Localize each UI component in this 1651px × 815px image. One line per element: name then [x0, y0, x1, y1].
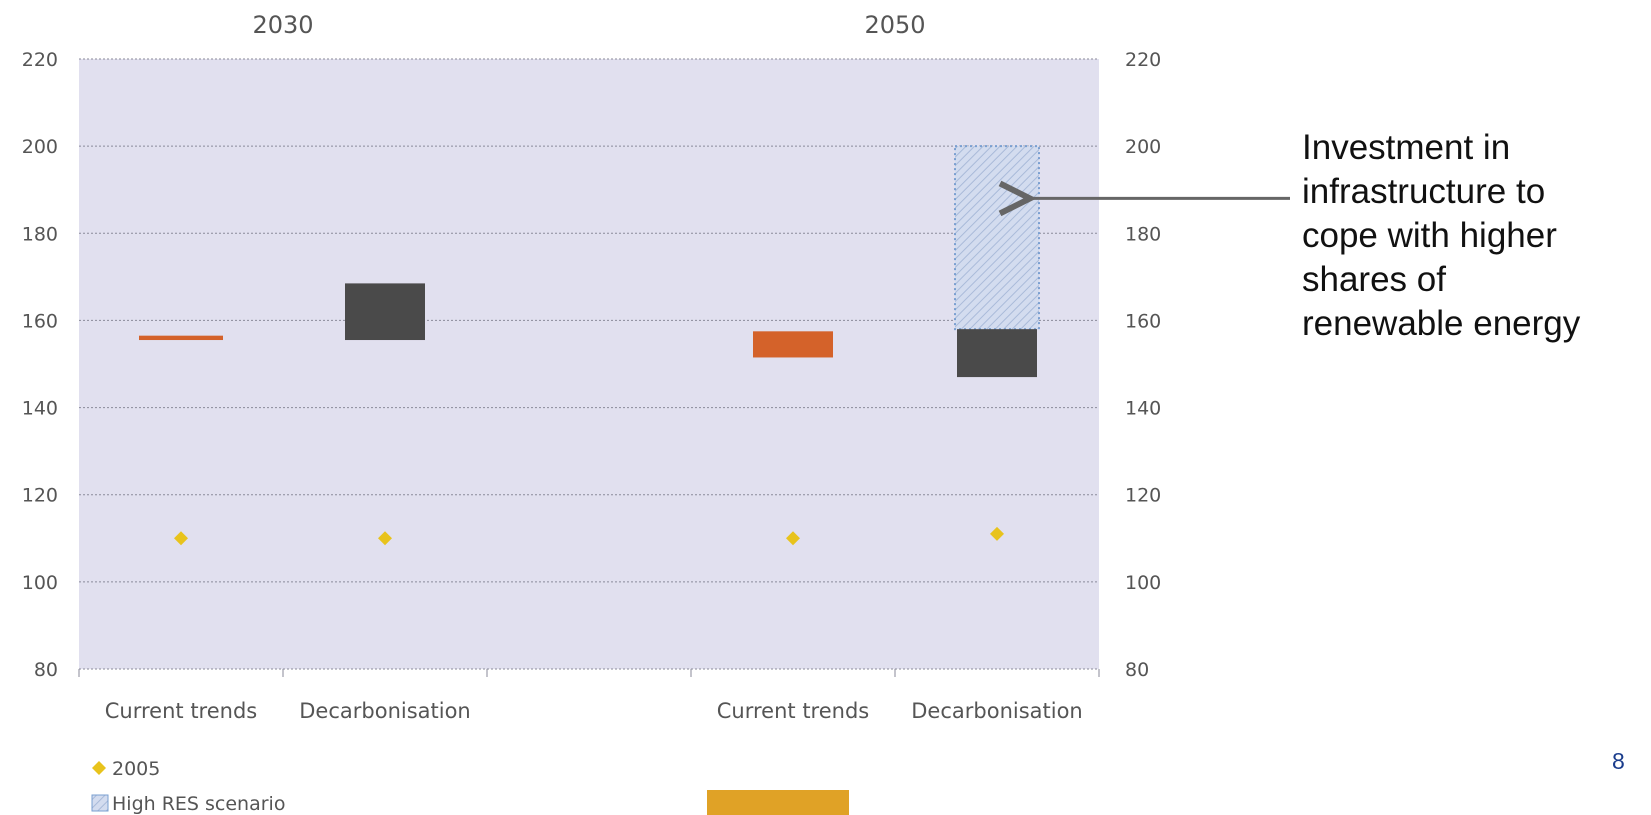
- plot-area: [79, 59, 1099, 669]
- y-tick-label-left: 80: [34, 659, 58, 681]
- marker-2005: [378, 531, 392, 546]
- legend-marker-high-res: [91, 794, 109, 812]
- decarbonisation-bar: [957, 329, 1037, 378]
- high-res-bar: [954, 145, 1040, 331]
- annotation-line: cope with higher: [1302, 216, 1557, 255]
- y-tick-label-right: 220: [1125, 49, 1161, 71]
- marker-2005: [990, 526, 1004, 541]
- legend-marker-2005: [92, 761, 106, 775]
- legend-label-high-res: High RES scenario: [112, 793, 285, 815]
- marker-2005: [786, 531, 800, 546]
- legend-label-2005: 2005: [112, 758, 160, 780]
- current-trends-bar: [753, 331, 833, 358]
- y-tick-label-right: 140: [1125, 398, 1161, 420]
- category-label: Decarbonisation: [299, 699, 471, 723]
- y-tick-label-right: 160: [1125, 310, 1161, 332]
- current-trends-bar: [139, 335, 223, 341]
- y-tick-label-left: 200: [22, 136, 58, 158]
- y-tick-label-left: 160: [22, 310, 58, 332]
- y-tick-label-right: 120: [1125, 485, 1161, 507]
- marker-2005: [174, 531, 188, 546]
- decarbonisation-bar: [345, 283, 425, 341]
- y-tick-label-right: 200: [1125, 136, 1161, 158]
- annotation-line: shares of: [1302, 260, 1446, 299]
- y-tick-label-left: 180: [22, 223, 58, 245]
- y-tick-label-left: 100: [22, 572, 58, 594]
- y-tick-label-left: 220: [22, 49, 58, 71]
- y-tick-label-right: 180: [1125, 223, 1161, 245]
- year-label: 2050: [864, 11, 925, 39]
- y-tick-label-left: 140: [22, 398, 58, 420]
- page-number: 8: [1612, 748, 1625, 774]
- y-tick-label-right: 80: [1125, 659, 1149, 681]
- category-label: Current trends: [105, 699, 257, 723]
- y-tick-label-right: 100: [1125, 572, 1161, 594]
- annotation-line: Investment in: [1302, 128, 1511, 167]
- annotation-text: Investment in infrastructure to cope wit…: [1302, 126, 1642, 346]
- annotation-line: renewable energy: [1302, 304, 1581, 343]
- category-label: Decarbonisation: [911, 699, 1083, 723]
- category-label: Current trends: [717, 699, 869, 723]
- annotation-line: infrastructure to: [1302, 172, 1546, 211]
- y-tick-label-left: 120: [22, 485, 58, 507]
- decorative-bar: [707, 790, 849, 815]
- year-label: 2030: [252, 11, 313, 39]
